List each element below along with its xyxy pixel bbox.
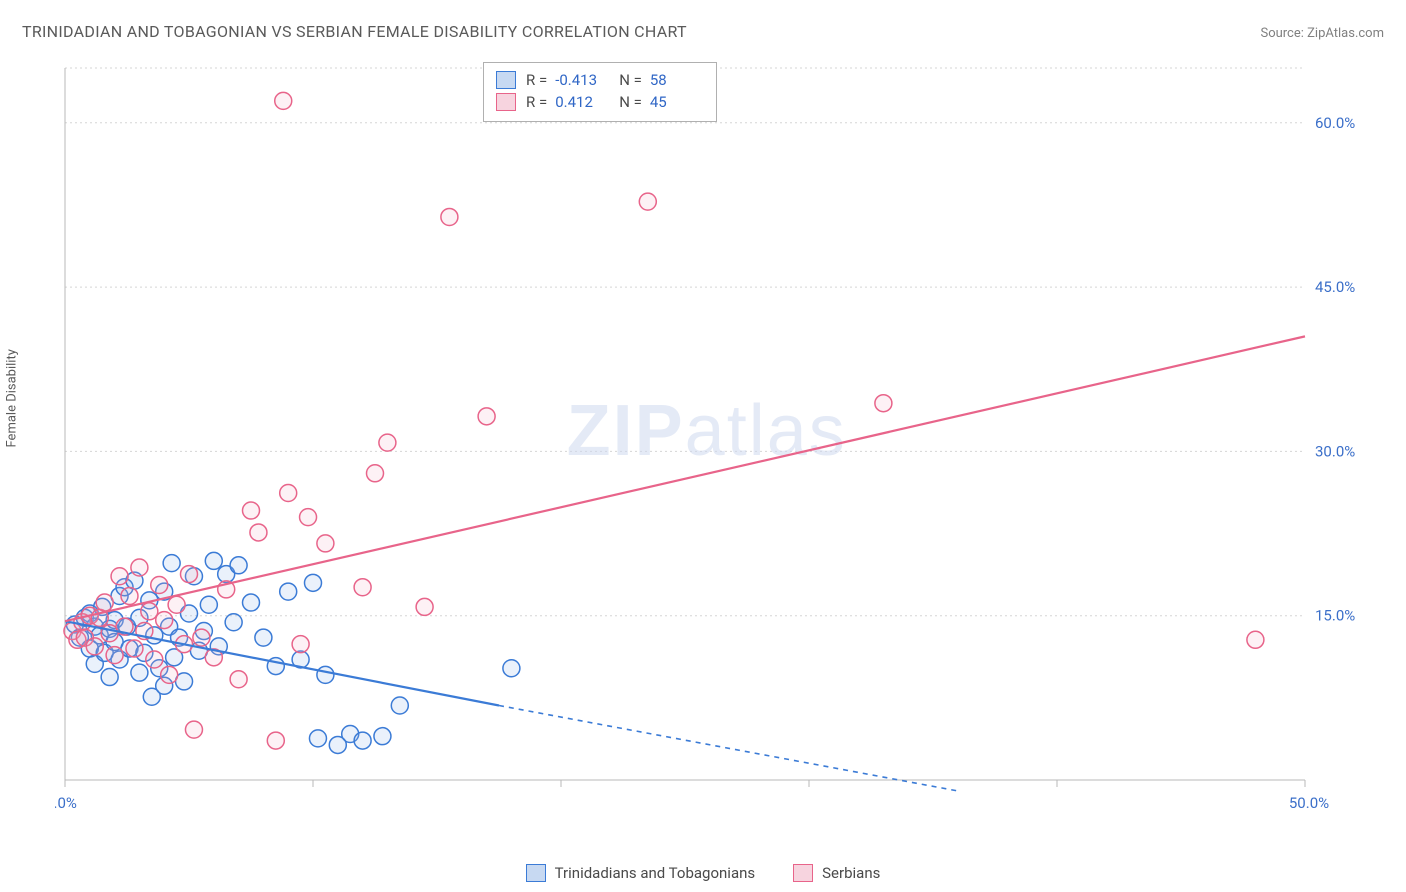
data-point xyxy=(379,434,396,451)
data-point xyxy=(875,395,892,412)
data-point xyxy=(96,594,113,611)
r-label: R = xyxy=(526,69,547,91)
data-point xyxy=(225,614,242,631)
header: TRINIDADIAN AND TOBAGONIAN VS SERBIAN FE… xyxy=(22,22,1384,41)
x-tick-label: 50.0% xyxy=(1289,794,1329,812)
legend-item: Serbians xyxy=(793,864,880,882)
legend-label: Serbians xyxy=(822,864,880,882)
data-point xyxy=(200,596,217,613)
scatter-chart: ZIPatlas 0.0% 50.0% 15.0% 30.0% 45.0% 60.0% xyxy=(55,60,1385,820)
r-value: -0.413 xyxy=(555,69,609,91)
y-tick-label: 60.0% xyxy=(1315,114,1355,132)
data-point xyxy=(1247,631,1264,648)
stats-row: R = 0.412 N = 45 xyxy=(496,91,704,113)
data-point xyxy=(354,732,371,749)
watermark: ZIPatlas xyxy=(567,391,847,471)
data-point xyxy=(441,208,458,225)
r-label: R = xyxy=(526,91,547,113)
legend-swatch xyxy=(793,864,813,882)
data-point xyxy=(146,651,163,668)
data-point xyxy=(391,697,408,714)
data-point xyxy=(639,193,656,210)
trend-line xyxy=(65,621,499,705)
legend-item: Trinidadians and Tobagonians xyxy=(526,864,755,882)
plot-area: ZIPatlas 0.0% 50.0% 15.0% 30.0% 45.0% 60.0% R … xyxy=(55,60,1385,820)
data-point xyxy=(111,568,128,585)
trend-line xyxy=(65,336,1305,621)
data-point xyxy=(193,629,210,646)
data-point xyxy=(106,647,123,664)
data-point xyxy=(205,552,222,569)
legend-swatch xyxy=(526,864,546,882)
data-point xyxy=(151,577,168,594)
r-value: 0.412 xyxy=(555,91,609,113)
x-tick-label: 0.0% xyxy=(55,794,77,812)
data-point xyxy=(161,666,178,683)
data-point xyxy=(181,566,198,583)
y-tick-label: 45.0% xyxy=(1315,278,1355,296)
series-swatch xyxy=(496,71,516,89)
data-point xyxy=(163,555,180,572)
data-point xyxy=(230,671,247,688)
legend: Trinidadians and Tobagonians Serbians xyxy=(0,864,1406,882)
data-point xyxy=(416,598,433,615)
data-point xyxy=(267,732,284,749)
data-point xyxy=(305,574,322,591)
y-tick-label: 30.0% xyxy=(1315,442,1355,460)
data-point xyxy=(280,583,297,600)
data-point xyxy=(243,594,260,611)
data-point xyxy=(503,660,520,677)
data-point xyxy=(255,629,272,646)
n-label: N = xyxy=(619,69,642,91)
correlation-stats-box: R = -0.413 N = 58 R = 0.412 N = 45 xyxy=(483,62,717,122)
data-point xyxy=(156,612,173,629)
y-axis-label: Female Disability xyxy=(5,349,20,447)
legend-label: Trinidadians and Tobagonians xyxy=(555,864,755,882)
data-point xyxy=(141,603,158,620)
n-value: 45 xyxy=(650,91,704,113)
data-point xyxy=(367,465,384,482)
data-point xyxy=(317,535,334,552)
data-point xyxy=(185,721,202,738)
data-point xyxy=(292,636,309,653)
y-tick-label: 15.0% xyxy=(1315,607,1355,625)
data-point xyxy=(374,728,391,745)
data-point xyxy=(354,579,371,596)
data-point xyxy=(86,638,103,655)
data-point xyxy=(329,736,346,753)
stats-row: R = -0.413 N = 58 xyxy=(496,69,704,91)
data-point xyxy=(168,596,185,613)
source-label: Source: ZipAtlas.com xyxy=(1260,26,1384,41)
data-point xyxy=(300,509,317,526)
data-point xyxy=(126,640,143,657)
data-point xyxy=(317,666,334,683)
data-point xyxy=(243,502,260,519)
trend-line-extension xyxy=(499,706,958,791)
data-point xyxy=(280,485,297,502)
data-point xyxy=(121,587,138,604)
series-swatch xyxy=(496,93,516,111)
n-value: 58 xyxy=(650,69,704,91)
data-point xyxy=(478,408,495,425)
data-point xyxy=(250,524,267,541)
data-point xyxy=(309,730,326,747)
data-point xyxy=(230,557,247,574)
n-label: N = xyxy=(619,91,642,113)
chart-title: TRINIDADIAN AND TOBAGONIAN VS SERBIAN FE… xyxy=(22,22,687,41)
data-point xyxy=(131,559,148,576)
data-point xyxy=(101,669,118,686)
data-point xyxy=(275,92,292,109)
data-point xyxy=(131,664,148,681)
